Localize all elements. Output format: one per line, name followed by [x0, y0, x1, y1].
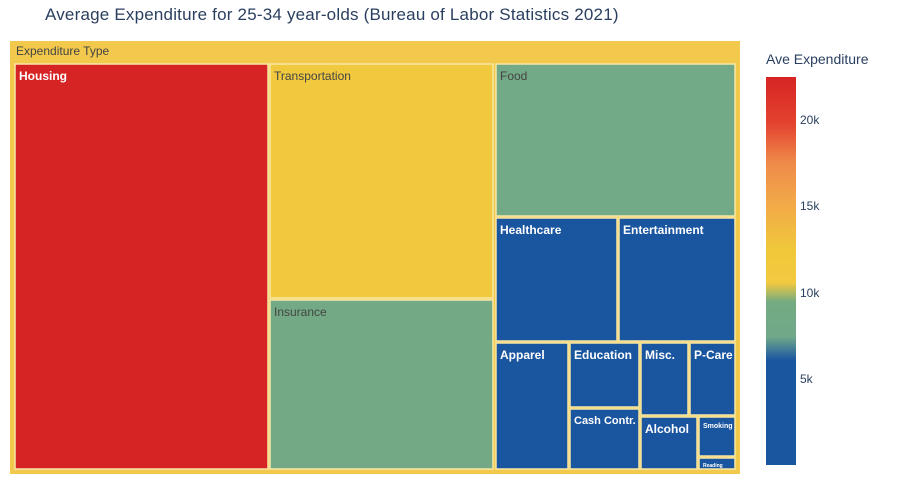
tile-label-education: Education	[574, 348, 632, 362]
colorbar	[766, 77, 796, 465]
tile-p-care[interactable]	[689, 342, 736, 416]
chart-title: Average Expenditure for 25-34 year-olds …	[45, 5, 619, 24]
tile-label-entertainment: Entertainment	[623, 223, 704, 237]
tile-label-reading: Reading	[703, 463, 723, 469]
tile-food[interactable]	[495, 63, 736, 217]
tile-label-misc: Misc.	[645, 348, 675, 362]
tile-misc[interactable]	[640, 342, 689, 416]
tile-transportation[interactable]	[269, 63, 494, 299]
colorbar-tick-15k: 15k	[800, 199, 820, 214]
tile-education[interactable]	[569, 342, 640, 408]
tile-entertainment[interactable]	[618, 217, 736, 342]
tile-label-healthcare: Healthcare	[500, 223, 562, 237]
colorbar-tick-20k: 20k	[800, 113, 820, 128]
tile-healthcare[interactable]	[495, 217, 618, 342]
tile-label-food: Food	[500, 69, 527, 83]
tile-smoking[interactable]	[698, 416, 736, 457]
treemap-root-label: Expenditure Type	[16, 44, 110, 58]
tile-label-alcohol: Alcohol	[645, 422, 689, 436]
tile-label-transportation: Transportation	[274, 69, 351, 83]
tile-label-cash-contr: Cash Contr.	[574, 415, 636, 427]
tile-label-p-care: P-Care	[694, 348, 733, 362]
tile-insurance[interactable]	[269, 299, 494, 470]
tile-apparel[interactable]	[495, 342, 569, 470]
tile-alcohol[interactable]	[640, 416, 698, 470]
tile-reading[interactable]	[698, 457, 736, 470]
tile-label-smoking: Smoking	[703, 423, 733, 430]
tile-label-apparel: Apparel	[500, 348, 545, 362]
tile-label-insurance: Insurance	[274, 305, 327, 319]
colorbar-tick-5k: 5k	[800, 371, 813, 386]
tile-cash-contr[interactable]	[569, 408, 640, 470]
colorbar-title: Ave Expenditure	[766, 51, 869, 67]
tile-housing[interactable]	[14, 63, 269, 470]
colorbar-tick-10k: 10k	[800, 285, 820, 300]
tile-label-housing: Housing	[19, 69, 67, 83]
